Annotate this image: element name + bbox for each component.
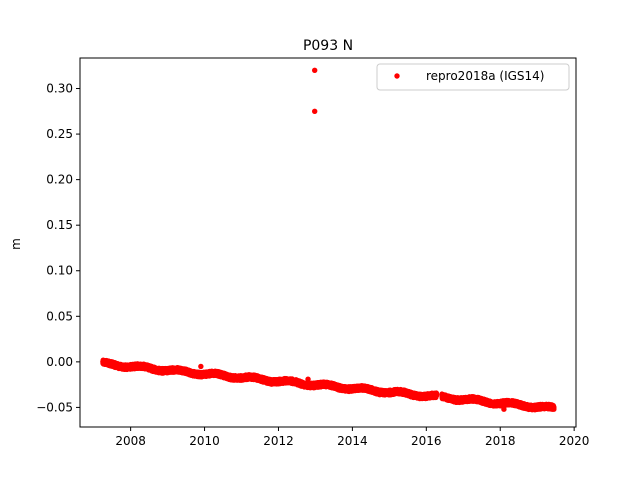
data-point: [127, 361, 134, 368]
data-point: [471, 398, 478, 404]
data-point: [113, 363, 119, 370]
data-point: [102, 358, 108, 364]
outlier-point: [311, 67, 318, 74]
outlier-point: [311, 108, 318, 115]
x-tick-label: 2012: [263, 434, 294, 448]
data-point: [305, 376, 311, 382]
y-tick-label: −0.05: [36, 400, 73, 414]
data-points: [100, 67, 557, 413]
plot-frame: [79, 57, 577, 428]
data-point: [433, 392, 440, 399]
data-point: [198, 363, 204, 370]
y-tick-label: 0.00: [46, 355, 73, 369]
x-tick-label: 2020: [559, 434, 590, 448]
y-tick-label: 0.05: [46, 309, 73, 323]
x-tick-label: 2014: [337, 434, 368, 448]
x-tick-label: 2008: [115, 434, 146, 448]
data-point: [310, 384, 317, 391]
y-tick-label: 0.10: [46, 264, 73, 278]
legend-marker: [394, 73, 400, 79]
x-tick-label: 2010: [189, 434, 220, 448]
legend-entry-label: repro2018a (IGS14): [426, 69, 544, 83]
y-tick-label: 0.30: [46, 82, 73, 96]
data-point: [501, 406, 507, 412]
data-point: [551, 406, 557, 412]
chart-title: P093 N: [303, 38, 353, 54]
x-axis: 2008 2010 2012 2014 2016 2018 2020: [115, 427, 589, 448]
legend-box: [376, 63, 570, 91]
legend: repro2018a (IGS14): [376, 63, 570, 91]
y-axis-label: m: [9, 238, 23, 250]
x-tick-label: 2018: [485, 434, 516, 448]
y-tick-label: 0.20: [46, 173, 73, 187]
x-tick-label: 2016: [411, 434, 442, 448]
y-tick-label: 0.15: [46, 218, 73, 232]
y-axis: −0.05 0.00 0.05 0.10 0.15 0.20 0.25 0.30: [36, 82, 80, 414]
y-tick-label: 0.25: [46, 127, 73, 141]
